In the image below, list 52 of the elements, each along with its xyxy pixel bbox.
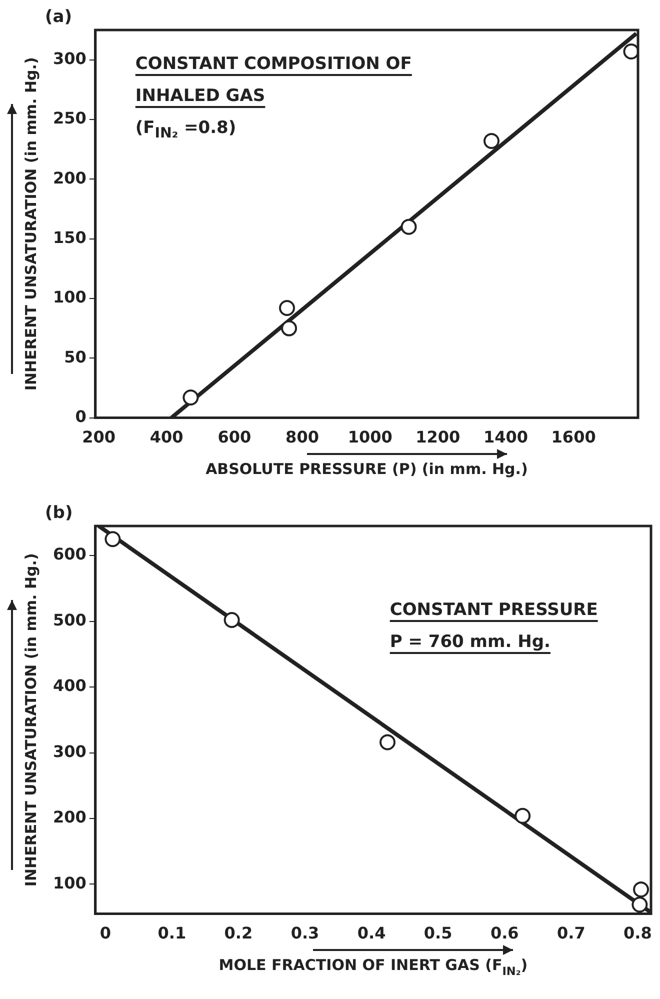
x-tick-label: 1200 bbox=[416, 428, 460, 447]
point bbox=[104, 531, 121, 548]
x-axis-title: ABSOLUTE PRESSURE (P) (in mm. Hg.) bbox=[206, 460, 528, 478]
x-tick-label: 0 bbox=[100, 924, 111, 943]
x-tick-label: 0.7 bbox=[556, 924, 586, 943]
chart-title: (a) bbox=[45, 7, 72, 27]
x-tick-label: 1400 bbox=[483, 428, 528, 447]
x-tick-label: 0.2 bbox=[224, 924, 253, 943]
x-tick-label: 0.6 bbox=[490, 924, 519, 943]
annotation: CONSTANT PRESSURE bbox=[390, 600, 598, 620]
chart-title: (b) bbox=[45, 503, 73, 523]
annotation: P = 760 mm. Hg. bbox=[390, 632, 550, 652]
y-tick-label: 150 bbox=[52, 228, 86, 247]
point bbox=[224, 612, 240, 628]
x-tick-label: 0.3 bbox=[290, 924, 320, 943]
y-tick-label: 0 bbox=[75, 406, 86, 426]
x-tick-label: 0.8 bbox=[624, 924, 652, 943]
y-tick-label: 200 bbox=[52, 168, 86, 188]
y-tick-label: 300 bbox=[52, 742, 86, 761]
y-tick-label: 200 bbox=[52, 808, 86, 827]
x-tick-label: 600 bbox=[218, 428, 252, 447]
point bbox=[484, 132, 500, 149]
point bbox=[182, 390, 199, 406]
point bbox=[623, 43, 638, 60]
x-tick-label: 1600 bbox=[551, 428, 596, 447]
y-tick-label: 500 bbox=[52, 610, 86, 630]
x-tick-label: 1000 bbox=[348, 428, 392, 447]
y-tick-label: 250 bbox=[52, 108, 86, 128]
point bbox=[380, 734, 396, 750]
x-tick-label: 800 bbox=[286, 428, 319, 447]
y-axis-title: INHERENT UNSATURATION (in mm. Hg.) bbox=[22, 57, 40, 391]
point bbox=[632, 896, 648, 913]
point bbox=[400, 218, 417, 235]
y-tick-label: 600 bbox=[52, 544, 86, 564]
point bbox=[514, 808, 531, 824]
y-tick-label: 400 bbox=[52, 676, 86, 696]
x-tick-label: 0.1 bbox=[158, 924, 186, 943]
y-axis-title: INHERENT UNSATURATION (in mm. Hg.) bbox=[22, 553, 40, 887]
point bbox=[279, 300, 296, 316]
point bbox=[633, 881, 650, 898]
y-tick-label: 300 bbox=[52, 48, 86, 68]
x-tick-label: 0.5 bbox=[424, 924, 452, 943]
x-tick-label: 400 bbox=[150, 428, 184, 447]
y-tick-label: 50 bbox=[64, 347, 86, 366]
annotation: (F$_{IN₂}$ =0.8) bbox=[135, 118, 236, 142]
point bbox=[281, 320, 298, 336]
x-tick-label: 0.4 bbox=[357, 924, 386, 943]
annotation: CONSTANT COMPOSITION OF bbox=[135, 54, 412, 74]
annotation: INHALED GAS bbox=[135, 86, 266, 106]
x-tick-label: 200 bbox=[82, 428, 116, 447]
y-tick-label: 100 bbox=[52, 288, 86, 307]
y-tick-label: 100 bbox=[52, 873, 86, 892]
